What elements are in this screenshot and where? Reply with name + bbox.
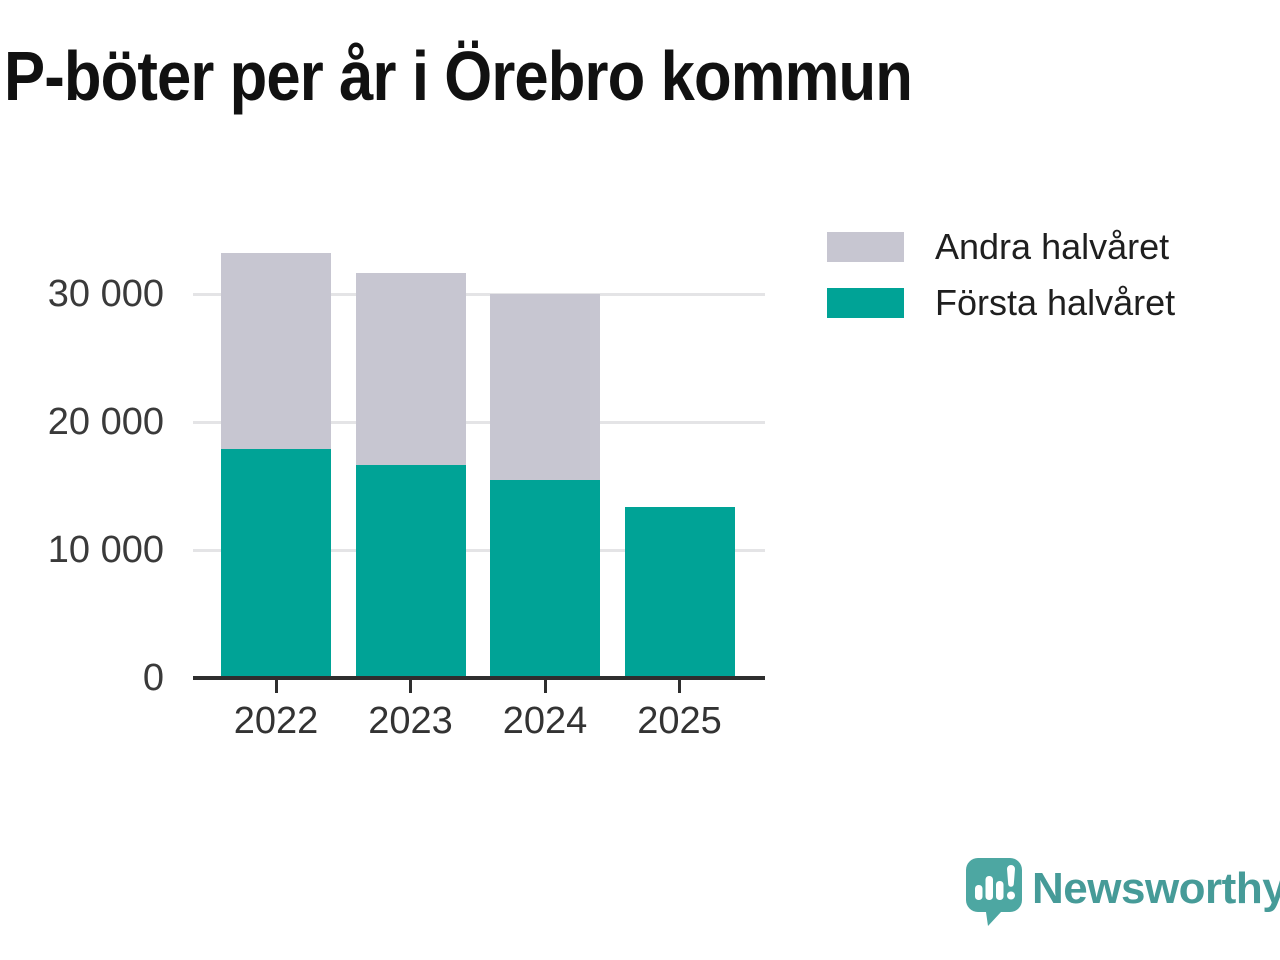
x-axis-tick (274, 680, 278, 693)
legend-item-forsta-halvaret: Första halvåret (827, 282, 1175, 323)
y-axis-tick-label: 10 000 (47, 528, 164, 571)
bar-segment-2024-andra-halvåret (490, 293, 600, 481)
newsworthy-logo: Newsworthy (964, 856, 1280, 928)
bar-segment-2023-andra-halvåret (355, 273, 466, 465)
gridline (193, 548, 765, 552)
x-axis-tick (409, 680, 412, 693)
x-axis-line (193, 676, 765, 680)
x-axis-tick-label: 2025 (637, 699, 722, 742)
y-axis-tick-label: 20 000 (47, 401, 164, 444)
gridline (193, 421, 765, 425)
legend-label: Andra halvåret (935, 226, 1170, 267)
legend-item-andra-halvaret: Andra halvåret (827, 226, 1175, 267)
bar-segment-2022-andra-halvåret (221, 252, 331, 450)
bar-segment-2022-första-halvåret (221, 449, 331, 678)
newsworthy-logo-text: Newsworthy (1032, 864, 1280, 913)
bar-segment-2025-första-halvåret (624, 506, 735, 678)
legend-label: Första halvåret (935, 282, 1176, 323)
x-axis-tick-label: 2022 (233, 699, 319, 742)
x-axis-tick-label: 2024 (502, 699, 588, 742)
x-axis-tick (678, 680, 681, 693)
gridline (193, 293, 765, 297)
chart-title: P-böter per år i Örebro kommun (4, 37, 913, 115)
legend-swatch-andra-halvaret (827, 232, 904, 262)
y-axis-tick-label: 30 000 (47, 273, 164, 316)
legend-swatch-forsta-halvaret (827, 288, 904, 318)
bar-segment-2023-första-halvåret (355, 464, 466, 678)
x-axis-tick (543, 680, 547, 693)
newsworthy-speech-bubble-barchart-icon (966, 858, 1022, 926)
chart-legend: Andra halvåret Första halvåret (827, 226, 1175, 344)
bar-segment-2024-första-halvåret (490, 480, 600, 678)
y-axis-tick-label: 0 (142, 656, 164, 699)
x-axis-tick-label: 2023 (368, 699, 453, 742)
